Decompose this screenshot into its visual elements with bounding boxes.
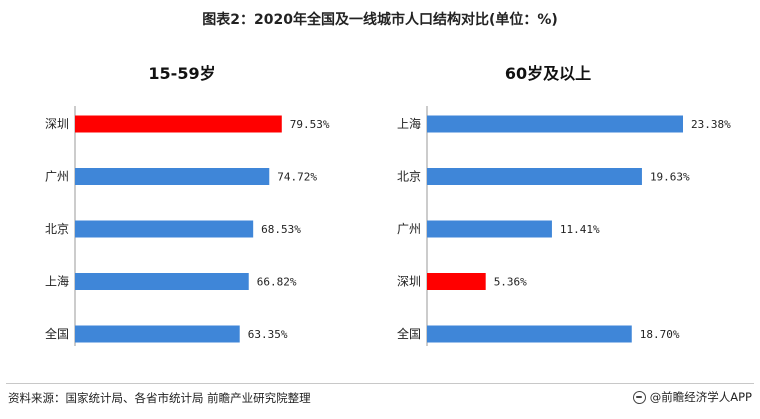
bar-北京 [427, 168, 642, 185]
value-label: 23.38% [691, 118, 731, 131]
bar-广州 [427, 220, 552, 238]
value-label: 5.36% [494, 276, 527, 289]
brand-label: @前瞻经济学人APP [649, 390, 752, 404]
bar-深圳 [75, 115, 282, 133]
value-label: 66.82% [257, 276, 297, 289]
category-label: 深圳 [397, 275, 421, 289]
source-note: 资料来源：国家统计局、各省市统计局 前瞻产业研究院整理 [8, 391, 311, 405]
figure-title: 图表2：2020年全国及一线城市人口结构对比(单位：%) [202, 12, 558, 28]
value-label: 19.63% [650, 171, 690, 184]
category-label: 上海 [397, 116, 421, 131]
category-label: 全国 [397, 326, 421, 341]
value-label: 74.72% [277, 171, 317, 184]
bar-上海 [75, 273, 249, 290]
value-label: 63.35% [248, 328, 288, 341]
chart-title: 15-59岁 [148, 64, 215, 83]
footer-divider [6, 383, 754, 384]
brand-logo-icon [632, 390, 646, 404]
chart-title: 60岁及以上 [505, 64, 591, 83]
bar-北京 [75, 220, 254, 238]
category-label: 全国 [45, 326, 69, 341]
category-label: 上海 [45, 274, 69, 289]
bar-全国 [75, 325, 240, 343]
category-label: 北京 [397, 170, 421, 184]
bar-深圳 [427, 273, 486, 290]
category-label: 广州 [45, 170, 69, 184]
category-label: 北京 [45, 222, 69, 236]
value-label: 18.70% [640, 328, 680, 341]
value-label: 79.53% [290, 118, 330, 131]
brand-mark: @前瞻经济学人APP [632, 389, 752, 405]
value-label: 68.53% [261, 223, 301, 236]
category-label: 深圳 [45, 117, 69, 131]
bar-上海 [427, 115, 683, 133]
value-label: 11.41% [560, 223, 600, 236]
bar-全国 [427, 325, 632, 343]
category-label: 广州 [397, 222, 421, 236]
bar-广州 [75, 168, 270, 185]
